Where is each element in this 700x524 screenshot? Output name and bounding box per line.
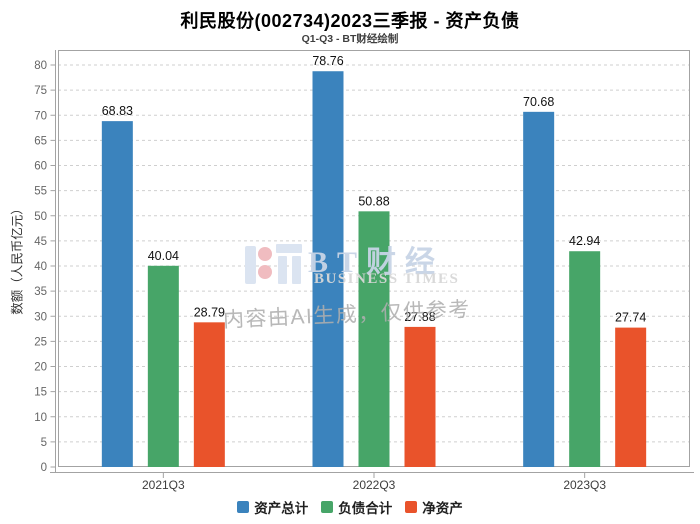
y-tick-label: 75 — [34, 85, 47, 97]
legend-item-assets[interactable]: 资产总计 — [237, 497, 308, 517]
chart-legend: 资产总计 负债合计 净资产 — [0, 497, 700, 517]
y-tick-label: 50 — [34, 211, 47, 223]
y-tick-label: 15 — [34, 387, 47, 399]
y-tick-label: 30 — [34, 311, 47, 323]
bar-净资产-2022Q3 — [404, 326, 436, 467]
bar-资产总计-2021Q3 — [101, 121, 133, 468]
legend-label-net-assets: 净资产 — [422, 501, 463, 516]
legend-label-assets: 资产总计 — [254, 501, 309, 516]
bar-资产总计-2023Q3 — [523, 111, 555, 467]
bar-value-label: 27.74 — [615, 311, 646, 325]
chart-subtitle: Q1-Q3 - BT财经绘制 — [301, 33, 399, 45]
legend-swatch-net-assets — [405, 501, 418, 513]
y-tick-label: 0 — [41, 462, 47, 474]
y-tick-label: 60 — [34, 161, 47, 173]
y-tick-label: 80 — [34, 60, 47, 72]
y-tick-label: 65 — [34, 135, 47, 147]
bar-净资产-2021Q3 — [193, 322, 225, 467]
legend-item-net-assets[interactable]: 净资产 — [405, 497, 463, 517]
bar-value-label: 50.88 — [358, 194, 389, 208]
bar-value-label: 27.88 — [404, 310, 435, 324]
bar-负债合计-2021Q3 — [147, 265, 179, 467]
bar-value-label: 40.04 — [148, 249, 179, 263]
legend-swatch-assets — [237, 501, 250, 513]
bar-净资产-2023Q3 — [615, 327, 647, 467]
legend-label-liabilities: 负债合计 — [338, 501, 393, 516]
x-category-label: 2023Q3 — [563, 478, 606, 492]
y-tick-label: 55 — [34, 186, 47, 198]
x-category-label: 2021Q3 — [142, 478, 185, 492]
y-tick-label: 45 — [34, 236, 47, 248]
bar-负债合计-2023Q3 — [569, 251, 601, 467]
y-tick-label: 70 — [34, 110, 47, 122]
y-tick-label: 5 — [41, 437, 47, 449]
y-tick-label: 25 — [34, 336, 47, 348]
bar-value-label: 42.94 — [569, 234, 600, 248]
y-tick-label: 10 — [34, 412, 47, 424]
bar-资产总计-2022Q3 — [312, 71, 344, 467]
bar-value-label: 78.76 — [312, 54, 343, 68]
bar-value-label: 28.79 — [194, 305, 225, 319]
bar-负债合计-2022Q3 — [358, 211, 390, 467]
y-tick-label: 20 — [34, 362, 47, 374]
legend-swatch-liabilities — [321, 501, 334, 513]
legend-item-liabilities[interactable]: 负债合计 — [321, 497, 392, 517]
chart-title: 利民股份(002734)2023三季报 - 资产负债 — [180, 11, 520, 31]
x-category-label: 2022Q3 — [353, 478, 396, 492]
y-tick-label: 40 — [34, 261, 47, 273]
bar-value-label: 68.83 — [102, 104, 133, 118]
bar-value-label: 70.68 — [523, 95, 554, 109]
y-tick-label: 35 — [34, 286, 47, 298]
